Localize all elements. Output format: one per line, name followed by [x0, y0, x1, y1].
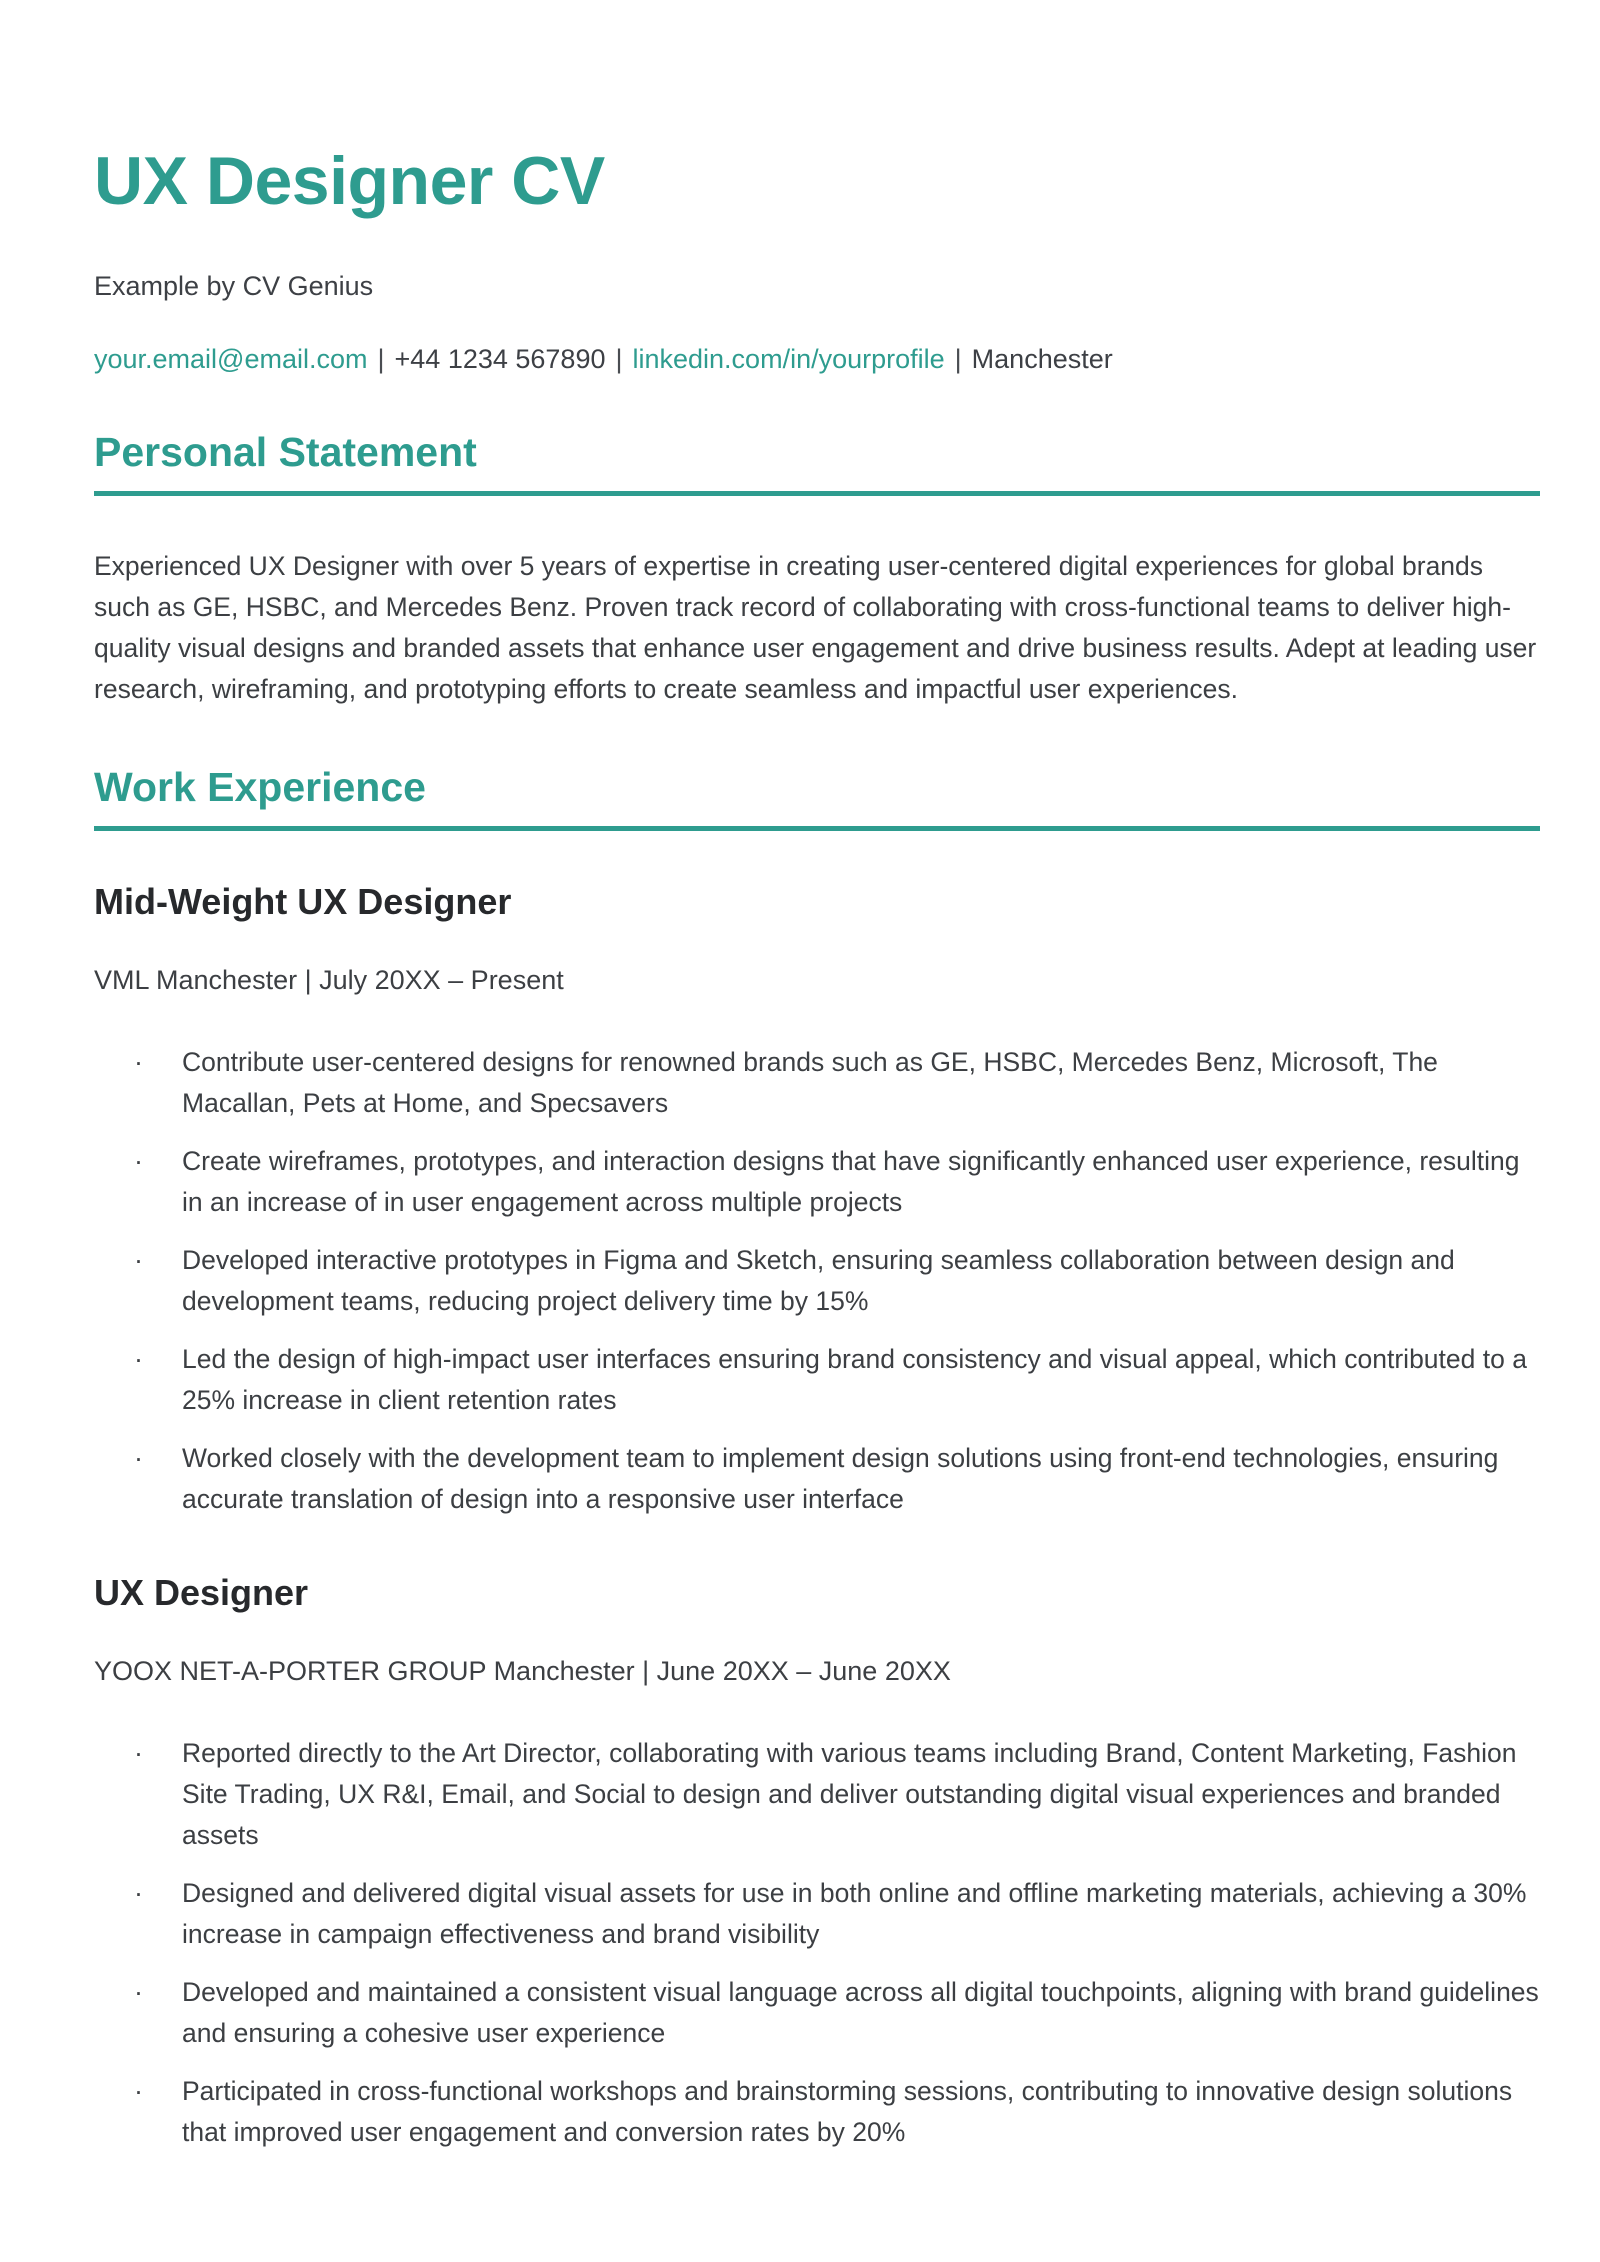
subtitle: Example by CV Genius: [94, 271, 374, 302]
bullet-item: · Designed and delivered digital visual a…: [134, 1873, 1540, 1955]
job-bullet-list: · Contribute user-centered designs for re…: [134, 1042, 1540, 1520]
separator: |: [377, 344, 385, 375]
bullet-text: Create wireframes, prototypes, and inter…: [182, 1146, 1520, 1218]
page-title: UX Designer CV: [94, 143, 605, 219]
bullet-text: Led the design of high-impact user inter…: [182, 1344, 1527, 1416]
separator: |: [615, 344, 623, 375]
bullet-marker-icon: ·: [134, 1977, 143, 2008]
job-title: UX Designer: [94, 1572, 309, 1614]
bullet-item: · Developed interactive prototypes in Fig…: [134, 1240, 1540, 1322]
bullet-text: Worked closely with the development team…: [182, 1443, 1499, 1515]
bullet-marker-icon: ·: [134, 1344, 143, 1375]
bullet-item: · Led the design of high-impact user inte…: [134, 1339, 1540, 1421]
job-bullet-list: · Reported directly to the Art Director, …: [134, 1733, 1540, 2153]
bullet-text: Developed interactive prototypes in Figm…: [182, 1245, 1455, 1317]
bullet-marker-icon: ·: [134, 2076, 143, 2107]
bullet-text: Contribute user-centered designs for ren…: [182, 1047, 1438, 1119]
bullet-item: · Create wireframes, prototypes, and inte…: [134, 1141, 1540, 1223]
bullet-item: · Contribute user-centered designs for re…: [134, 1042, 1540, 1124]
bullet-marker-icon: ·: [134, 1146, 143, 1177]
bullet-marker-icon: ·: [134, 1245, 143, 1276]
email-link[interactable]: your.email@email.com: [94, 344, 368, 375]
bullet-item: · Developed and maintained a consistent v…: [134, 1972, 1540, 2054]
cv-content: UX Designer CV Example by CV Genius your…: [94, 143, 1540, 2153]
bullet-text: Developed and maintained a consistent vi…: [182, 1977, 1539, 2049]
bullet-marker-icon: ·: [134, 1878, 143, 1909]
bullet-marker-icon: ·: [134, 1443, 143, 1474]
location-text: Manchester: [971, 344, 1113, 375]
bullet-text: Participated in cross-functional worksho…: [182, 2076, 1513, 2148]
personal-statement-text: Experienced UX Designer with over 5 year…: [94, 551, 1537, 705]
section-heading-personal-statement: Personal Statement: [94, 429, 1540, 497]
bullet-item: · Participated in cross-functional worksh…: [134, 2071, 1540, 2153]
job-entry-ux-designer: UX Designer YOOX NET-A-PORTER GROUP Manc…: [94, 1572, 1540, 2153]
bullet-marker-icon: ·: [134, 1738, 143, 1769]
separator: |: [954, 344, 962, 375]
job-entry-mid-weight-ux-designer: Mid-Weight UX Designer VML Manchester | …: [94, 881, 1540, 1520]
job-meta: VML Manchester | July 20XX – Present: [94, 965, 564, 996]
phone-number: +44 1234 567890: [394, 344, 606, 375]
section-heading-work-experience: Work Experience: [94, 764, 1540, 832]
contact-line: your.email@email.com | +44 1234 567890 | lin…: [94, 344, 1540, 375]
job-meta: YOOX NET-A-PORTER GROUP Manchester | Jun…: [94, 1656, 951, 1687]
linkedin-link[interactable]: linkedin.com/in/yourprofile: [632, 344, 945, 375]
bullet-item: · Worked closely with the development tea…: [134, 1438, 1540, 1520]
job-title: Mid-Weight UX Designer: [94, 881, 512, 923]
bullet-text: Designed and delivered digital visual as…: [182, 1878, 1527, 1950]
bullet-text: Reported directly to the Art Director, c…: [182, 1738, 1517, 1851]
bullet-marker-icon: ·: [134, 1047, 143, 1078]
bullet-item: · Reported directly to the Art Director, …: [134, 1733, 1540, 1856]
